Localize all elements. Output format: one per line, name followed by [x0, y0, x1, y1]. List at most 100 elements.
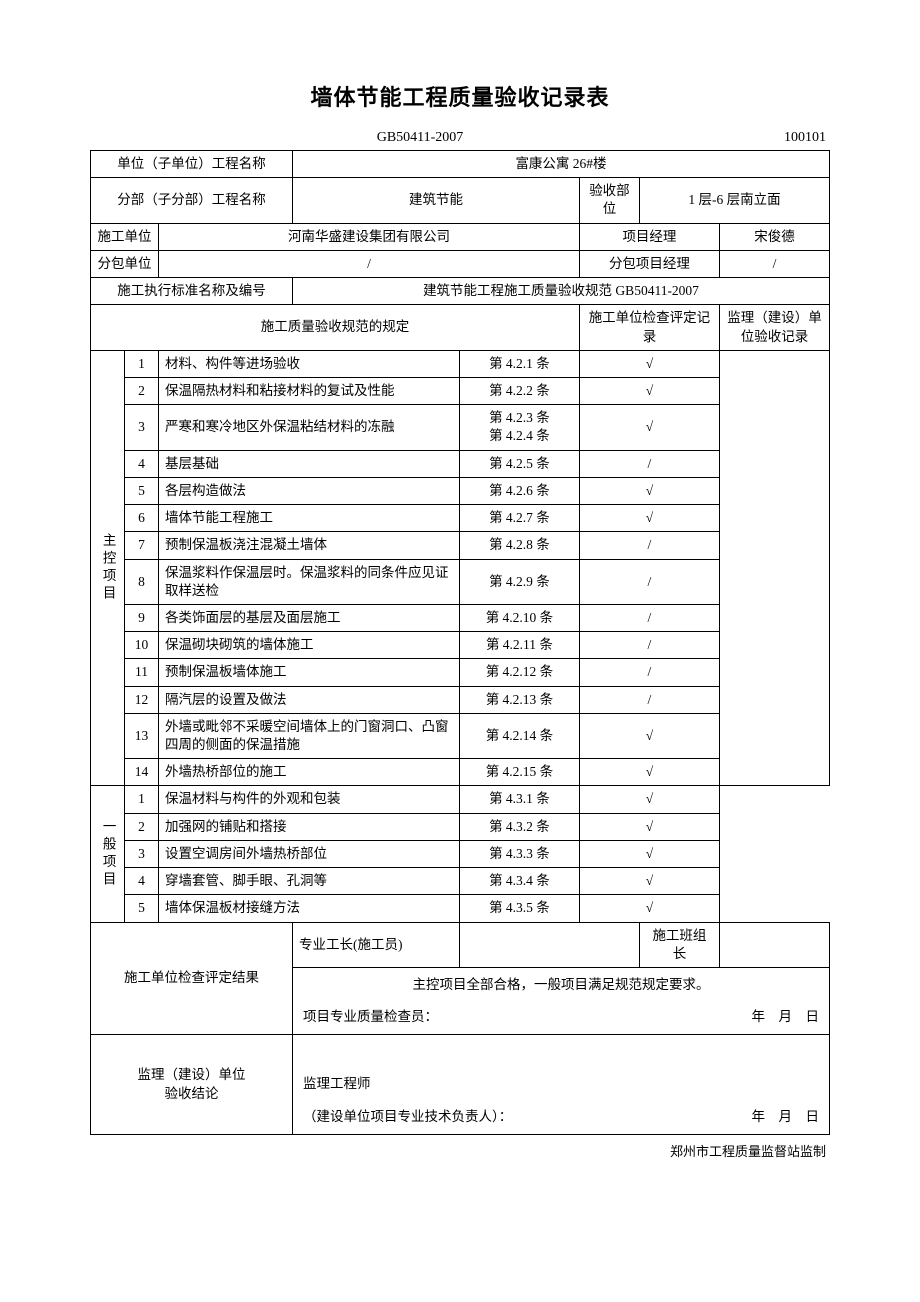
- supervise-sign-block: 监理工程师 （建设单位项目专业技术负责人）： 年 月 日: [293, 1035, 830, 1134]
- item-ref: 第 4.2.12 条: [459, 659, 579, 686]
- sub-project-label: 分部（子分部）工程名称: [91, 178, 293, 223]
- item-mark: √: [579, 350, 719, 377]
- item-ref: 第 4.2.8 条: [459, 532, 579, 559]
- item-ref: 第 4.2.14 条: [459, 713, 579, 758]
- item-desc: 加强网的铺贴和搭接: [159, 813, 460, 840]
- item-desc: 保温隔热材料和粘接材料的复试及性能: [159, 377, 460, 404]
- pm-value: 宋俊德: [719, 223, 829, 250]
- result-date: 年 月 日: [752, 1008, 820, 1026]
- item-no: 4: [125, 450, 159, 477]
- item-mark: √: [579, 377, 719, 404]
- footnote: 郑州市工程质量监督站监制: [90, 1135, 830, 1160]
- table-row: 2加强网的铺贴和搭接第 4.3.2 条√: [91, 813, 830, 840]
- item-no: 13: [125, 713, 159, 758]
- table-row: 6墙体节能工程施工第 4.2.7 条√: [91, 505, 830, 532]
- item-no: 3: [125, 840, 159, 867]
- item-mark: /: [579, 450, 719, 477]
- exec-std-label: 施工执行标准名称及编号: [91, 278, 293, 305]
- engineer-label: 监理工程师: [303, 1075, 819, 1093]
- item-mark: √: [579, 895, 719, 922]
- table-row: 10保温砌块砌筑的墙体施工第 4.2.11 条/: [91, 632, 830, 659]
- team-leader-label: 施工班组长: [639, 922, 719, 967]
- table-row: 5墙体保温板材接缝方法第 4.3.5 条√: [91, 895, 830, 922]
- table-row: 14外墙热桥部位的施工第 4.2.15 条√: [91, 759, 830, 786]
- item-mark: √: [579, 505, 719, 532]
- spec-col-label: 施工质量验收规范的规定: [91, 305, 580, 350]
- item-no: 11: [125, 659, 159, 686]
- item-desc: 预制保温板墙体施工: [159, 659, 460, 686]
- result-row-1: 施工单位检查评定结果 专业工长(施工员) 施工班组长: [91, 922, 830, 967]
- constructor-label: 施工单位: [91, 223, 159, 250]
- form-no: 100101: [746, 130, 826, 146]
- item-desc: 保温砌块砌筑的墙体施工: [159, 632, 460, 659]
- team-leader-value: [719, 922, 829, 967]
- item-desc: 保温材料与构件的外观和包装: [159, 786, 460, 813]
- table-row: 13外墙或毗邻不采暖空间墙体上的门窗洞口、凸窗四周的侧面的保温措施第 4.2.1…: [91, 713, 830, 758]
- item-ref: 第 4.3.3 条: [459, 840, 579, 867]
- supervise-conclusion-label: 监理（建设）单位 验收结论: [91, 1035, 293, 1134]
- item-no: 10: [125, 632, 159, 659]
- subcontractor-label: 分包单位: [91, 250, 159, 277]
- item-desc: 墙体保温板材接缝方法: [159, 895, 460, 922]
- page-title: 墙体节能工程质量验收记录表: [90, 80, 830, 112]
- result-sign-block: 主控项目全部合格，一般项目满足规范规定要求。 项目专业质量检查员： 年 月 日: [293, 968, 830, 1035]
- item-mark: √: [579, 477, 719, 504]
- item-desc: 穿墙套管、脚手眼、孔洞等: [159, 868, 460, 895]
- table-row: 3设置空调房间外墙热桥部位第 4.3.3 条√: [91, 840, 830, 867]
- item-no: 2: [125, 377, 159, 404]
- item-ref: 第 4.2.9 条: [459, 559, 579, 604]
- item-no: 5: [125, 895, 159, 922]
- check-col-label: 施工单位检查评定记录: [579, 305, 719, 350]
- section-label: 一般项目: [91, 786, 125, 922]
- table-row: 主控项目1材料、构件等进场验收第 4.2.1 条√: [91, 350, 830, 377]
- table-row: 5各层构造做法第 4.2.6 条√: [91, 477, 830, 504]
- item-desc: 墙体节能工程施工: [159, 505, 460, 532]
- item-mark: √: [579, 840, 719, 867]
- item-mark: √: [579, 868, 719, 895]
- hdr-row-4: 分包单位 / 分包项目经理 /: [91, 250, 830, 277]
- item-desc: 外墙或毗邻不采暖空间墙体上的门窗洞口、凸窗四周的侧面的保温措施: [159, 713, 460, 758]
- section-label: 主控项目: [91, 350, 125, 786]
- item-desc: 材料、构件等进场验收: [159, 350, 460, 377]
- item-no: 2: [125, 813, 159, 840]
- unit-project-label: 单位（子单位）工程名称: [91, 151, 293, 178]
- result-text: 主控项目全部合格，一般项目满足规范规定要求。: [303, 976, 819, 994]
- item-ref: 第 4.2.3 条 第 4.2.4 条: [459, 405, 579, 450]
- item-mark: √: [579, 405, 719, 450]
- owner-label: （建设单位项目专业技术负责人）：: [303, 1108, 512, 1126]
- item-mark: √: [579, 786, 719, 813]
- hdr-row-1: 单位（子单位）工程名称 富康公寓 26#楼: [91, 151, 830, 178]
- item-mark: /: [579, 632, 719, 659]
- hdr-row-6: 施工质量验收规范的规定 施工单位检查评定记录 监理（建设）单位验收记录: [91, 305, 830, 350]
- item-desc: 外墙热桥部位的施工: [159, 759, 460, 786]
- supervise-col-label: 监理（建设）单位验收记录: [719, 305, 829, 350]
- item-no: 1: [125, 786, 159, 813]
- table-row: 9各类饰面层的基层及面层施工第 4.2.10 条/: [91, 604, 830, 631]
- item-ref: 第 4.3.1 条: [459, 786, 579, 813]
- item-desc: 保温浆料作保温层时。保温浆料的同条件应见证取样送检: [159, 559, 460, 604]
- qc-label: 项目专业质量检查员：: [303, 1008, 438, 1026]
- item-no: 5: [125, 477, 159, 504]
- item-mark: /: [579, 604, 719, 631]
- item-mark: /: [579, 559, 719, 604]
- supervise-date: 年 月 日: [752, 1108, 820, 1126]
- item-ref: 第 4.2.11 条: [459, 632, 579, 659]
- acceptance-part-value: 1 层-6 层南立面: [639, 178, 829, 223]
- item-no: 4: [125, 868, 159, 895]
- item-no: 14: [125, 759, 159, 786]
- item-ref: 第 4.2.10 条: [459, 604, 579, 631]
- constructor-value: 河南华盛建设集团有限公司: [159, 223, 580, 250]
- hdr-row-3: 施工单位 河南华盛建设集团有限公司 项目经理 宋俊德: [91, 223, 830, 250]
- standard-code: GB50411-2007: [94, 130, 746, 146]
- item-ref: 第 4.2.13 条: [459, 686, 579, 713]
- item-no: 7: [125, 532, 159, 559]
- item-ref: 第 4.2.2 条: [459, 377, 579, 404]
- table-row: 2保温隔热材料和粘接材料的复试及性能第 4.2.2 条√: [91, 377, 830, 404]
- sub-pm-value: /: [719, 250, 829, 277]
- acceptance-part-label: 验收部位: [579, 178, 639, 223]
- hdr-row-2: 分部（子分部）工程名称 建筑节能 验收部位 1 层-6 层南立面: [91, 178, 830, 223]
- item-ref: 第 4.2.6 条: [459, 477, 579, 504]
- item-ref: 第 4.2.1 条: [459, 350, 579, 377]
- table-row: 3严寒和寒冷地区外保温粘结材料的冻融第 4.2.3 条 第 4.2.4 条√: [91, 405, 830, 450]
- exec-std-value: 建筑节能工程施工质量验收规范 GB50411-2007: [293, 278, 830, 305]
